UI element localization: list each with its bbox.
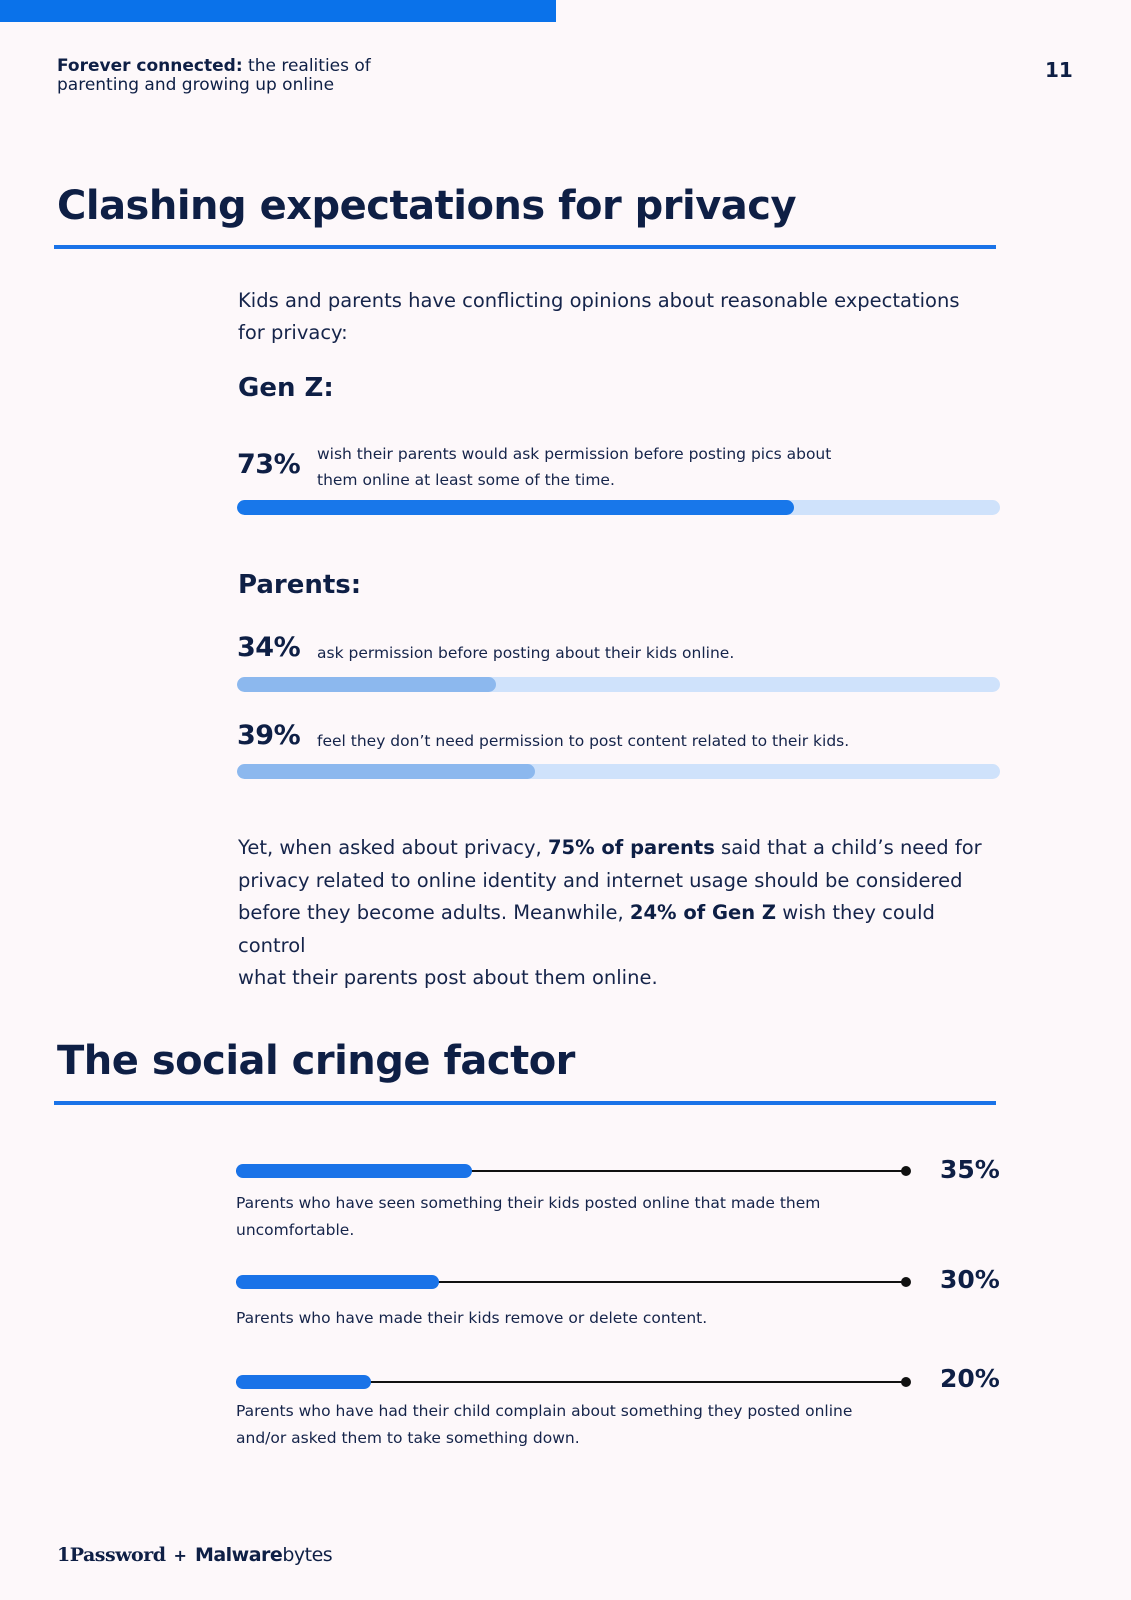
intro-paragraph: Kids and parents have conflicting opinio… bbox=[238, 285, 998, 349]
cringe-description-line2: and/or asked them to take something down… bbox=[236, 1429, 580, 1447]
section-rule bbox=[54, 245, 996, 249]
cringe-bar-end-dot bbox=[901, 1277, 911, 1287]
cringe-percent: 20% bbox=[940, 1364, 1000, 1393]
cringe-bar-line bbox=[236, 1381, 907, 1383]
malwarebytes-logo: Malwarebytes bbox=[194, 1544, 333, 1566]
para-line1a: Yet, when asked about privacy, bbox=[238, 836, 548, 859]
parents-stat-percent: 39% bbox=[237, 720, 301, 751]
document-title-line2: parenting and growing up online bbox=[57, 75, 335, 95]
para-line3a: before they become adults. Meanwhile, bbox=[238, 901, 630, 924]
cringe-description: Parents who have had their child complai… bbox=[236, 1398, 876, 1452]
para-highlight-parents: 75% of parents bbox=[547, 836, 715, 859]
document-title-bold: Forever connected: bbox=[57, 56, 243, 76]
cringe-bar bbox=[236, 1275, 911, 1289]
para-highlight-genz: 24% of Gen Z bbox=[629, 901, 777, 924]
cringe-description-line1: Parents who have had their child complai… bbox=[236, 1402, 853, 1420]
para-line1c: said that a child’s need for bbox=[714, 836, 982, 859]
cringe-bar-fill bbox=[236, 1275, 439, 1289]
cringe-bar-line bbox=[236, 1281, 907, 1283]
cringe-description: Parents who have made their kids remove … bbox=[236, 1309, 708, 1327]
cringe-bar-end-dot bbox=[901, 1377, 911, 1387]
1password-logo: 1Password bbox=[57, 1544, 166, 1566]
intro-line-2: for privacy: bbox=[238, 321, 348, 344]
parents-progress-fill bbox=[237, 677, 497, 692]
cringe-description-line1: Parents who have seen something their ki… bbox=[236, 1194, 821, 1212]
cringe-bar-end-dot bbox=[901, 1166, 911, 1176]
genz-progress-fill bbox=[237, 500, 794, 515]
cringe-bar bbox=[236, 1375, 911, 1389]
cringe-percent: 30% bbox=[940, 1265, 1000, 1294]
para-line2: privacy related to online identity and i… bbox=[238, 868, 963, 892]
parents-label: Parents: bbox=[238, 570, 362, 600]
para-line3c: wish they could control bbox=[238, 901, 935, 957]
cringe-bar-fill bbox=[236, 1164, 473, 1178]
genz-stat-text-line1: wish their parents would ask permission … bbox=[317, 445, 832, 463]
parents-progress-fill bbox=[237, 764, 535, 779]
plus-sign: + bbox=[173, 1545, 187, 1565]
cringe-percent: 35% bbox=[940, 1155, 1000, 1184]
parents-stat-percent: 34% bbox=[237, 632, 301, 663]
malwarebytes-logo-bold: Malware bbox=[194, 1544, 283, 1566]
privacy-summary-paragraph: Yet, when asked about privacy, 75% of pa… bbox=[238, 832, 998, 995]
section-heading-privacy: Clashing expectations for privacy bbox=[57, 183, 797, 229]
section-rule bbox=[54, 1101, 996, 1105]
parents-progress-track bbox=[237, 764, 1000, 779]
genz-stat-text: wish their parents would ask permission … bbox=[317, 441, 831, 493]
para-line4: what their parents post about them onlin… bbox=[238, 966, 658, 989]
document-title: Forever connected: the realities of pare… bbox=[57, 57, 371, 95]
genz-progress-track bbox=[237, 500, 1000, 515]
genz-label: Gen Z: bbox=[238, 373, 334, 403]
malwarebytes-logo-rest: bytes bbox=[282, 1544, 333, 1566]
cringe-bar-line bbox=[236, 1170, 907, 1172]
top-accent-bar bbox=[0, 0, 556, 22]
cringe-description: Parents who have seen something their ki… bbox=[236, 1190, 876, 1244]
parents-progress-track bbox=[237, 677, 1000, 692]
genz-stat-percent: 73% bbox=[237, 449, 301, 480]
parents-stat-text: feel they don’t need permission to post … bbox=[317, 732, 850, 750]
genz-stat-text-line2: them online at least some of the time. bbox=[317, 471, 615, 489]
document-title-rest: the realities of bbox=[248, 56, 371, 76]
parents-stat-text: ask permission before posting about thei… bbox=[317, 644, 735, 662]
cringe-bar-fill bbox=[236, 1375, 371, 1389]
page-number: 11 bbox=[1045, 58, 1073, 82]
cringe-bar bbox=[236, 1164, 911, 1178]
cringe-description-line2: uncomfortable. bbox=[236, 1221, 355, 1239]
section-heading-cringe: The social cringe factor bbox=[57, 1038, 575, 1084]
footer-logos: 1Password + Malwarebytes bbox=[57, 1544, 333, 1566]
intro-line-1: Kids and parents have conflicting opinio… bbox=[238, 289, 960, 312]
